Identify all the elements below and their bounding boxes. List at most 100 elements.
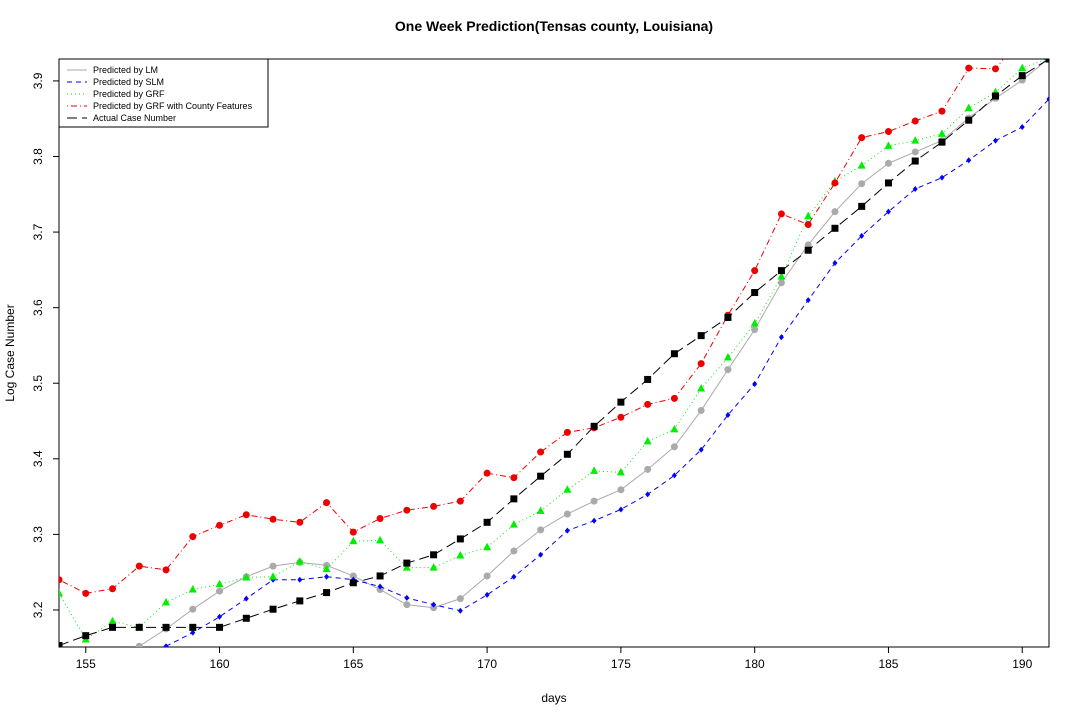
point [724,366,732,374]
y-tick-label: 3.4 [31,450,45,467]
point [670,350,678,358]
point [751,267,759,275]
point [778,334,784,341]
point [804,211,813,220]
point [644,375,652,383]
point [645,491,651,498]
point [242,572,251,581]
point [617,486,625,494]
point [403,559,411,567]
point [777,279,785,287]
point [456,551,465,559]
point [430,604,438,612]
point [885,208,891,215]
point [564,527,570,534]
point [59,588,63,597]
series-line [59,59,1049,646]
y-tick-label: 3.2 [31,601,45,618]
point [431,601,437,608]
point [323,589,331,597]
point [697,406,705,414]
point [510,547,518,555]
point [109,623,117,631]
point [483,572,491,580]
point [832,260,838,267]
point [269,605,277,613]
point [404,594,410,601]
point [538,551,544,558]
point [190,629,196,636]
point [456,595,464,603]
x-tick-label: 185 [878,657,898,671]
point [804,221,812,229]
point [82,589,90,597]
point [1019,32,1026,39]
point [430,551,438,559]
point [697,360,705,368]
point [938,138,946,146]
point [858,134,866,142]
point [188,585,197,593]
point [108,616,117,625]
point [349,528,357,536]
point [1018,72,1026,80]
point [217,613,223,620]
point [616,467,625,476]
point [884,179,892,187]
point [911,148,919,156]
series-line [138,59,1049,647]
point [509,520,518,528]
point [349,572,357,580]
point [751,326,759,334]
point [376,515,384,523]
legend-label: Predicted by GRF [93,89,165,99]
point [215,579,224,588]
point [725,411,731,418]
point [403,506,411,514]
point [510,474,518,482]
point [804,246,812,254]
point [216,587,224,595]
point [563,485,572,493]
point [324,573,330,580]
point [911,136,920,144]
y-tick-label: 3.9 [31,72,45,89]
point [269,572,278,580]
point [536,506,545,514]
point [109,585,117,593]
point [242,614,250,622]
x-tick-label: 190 [1012,657,1032,671]
point [697,332,705,340]
point [1045,59,1049,63]
point [644,400,652,408]
point [376,572,384,580]
x-tick-label: 175 [611,657,631,671]
point [135,642,143,647]
legend-label: Predicted by LM [93,65,158,75]
point [243,595,249,602]
point [189,623,197,631]
point [510,495,518,503]
point [537,448,545,456]
point [831,224,839,232]
point [377,583,383,590]
legend-label: Actual Case Number [93,113,176,123]
point [563,428,571,436]
x-tick-label: 155 [76,657,96,671]
legend-label: Predicted by GRF with County Features [93,101,253,111]
point [59,576,63,584]
point [777,267,785,275]
point [189,533,197,541]
point [1018,63,1027,72]
point [1046,96,1049,103]
point [242,511,250,519]
point [724,313,732,321]
point [938,107,946,115]
point [216,521,224,529]
point [698,446,704,453]
series-line [59,59,1049,641]
point [670,443,678,451]
point [966,157,972,164]
point [296,597,304,605]
point [911,117,919,125]
